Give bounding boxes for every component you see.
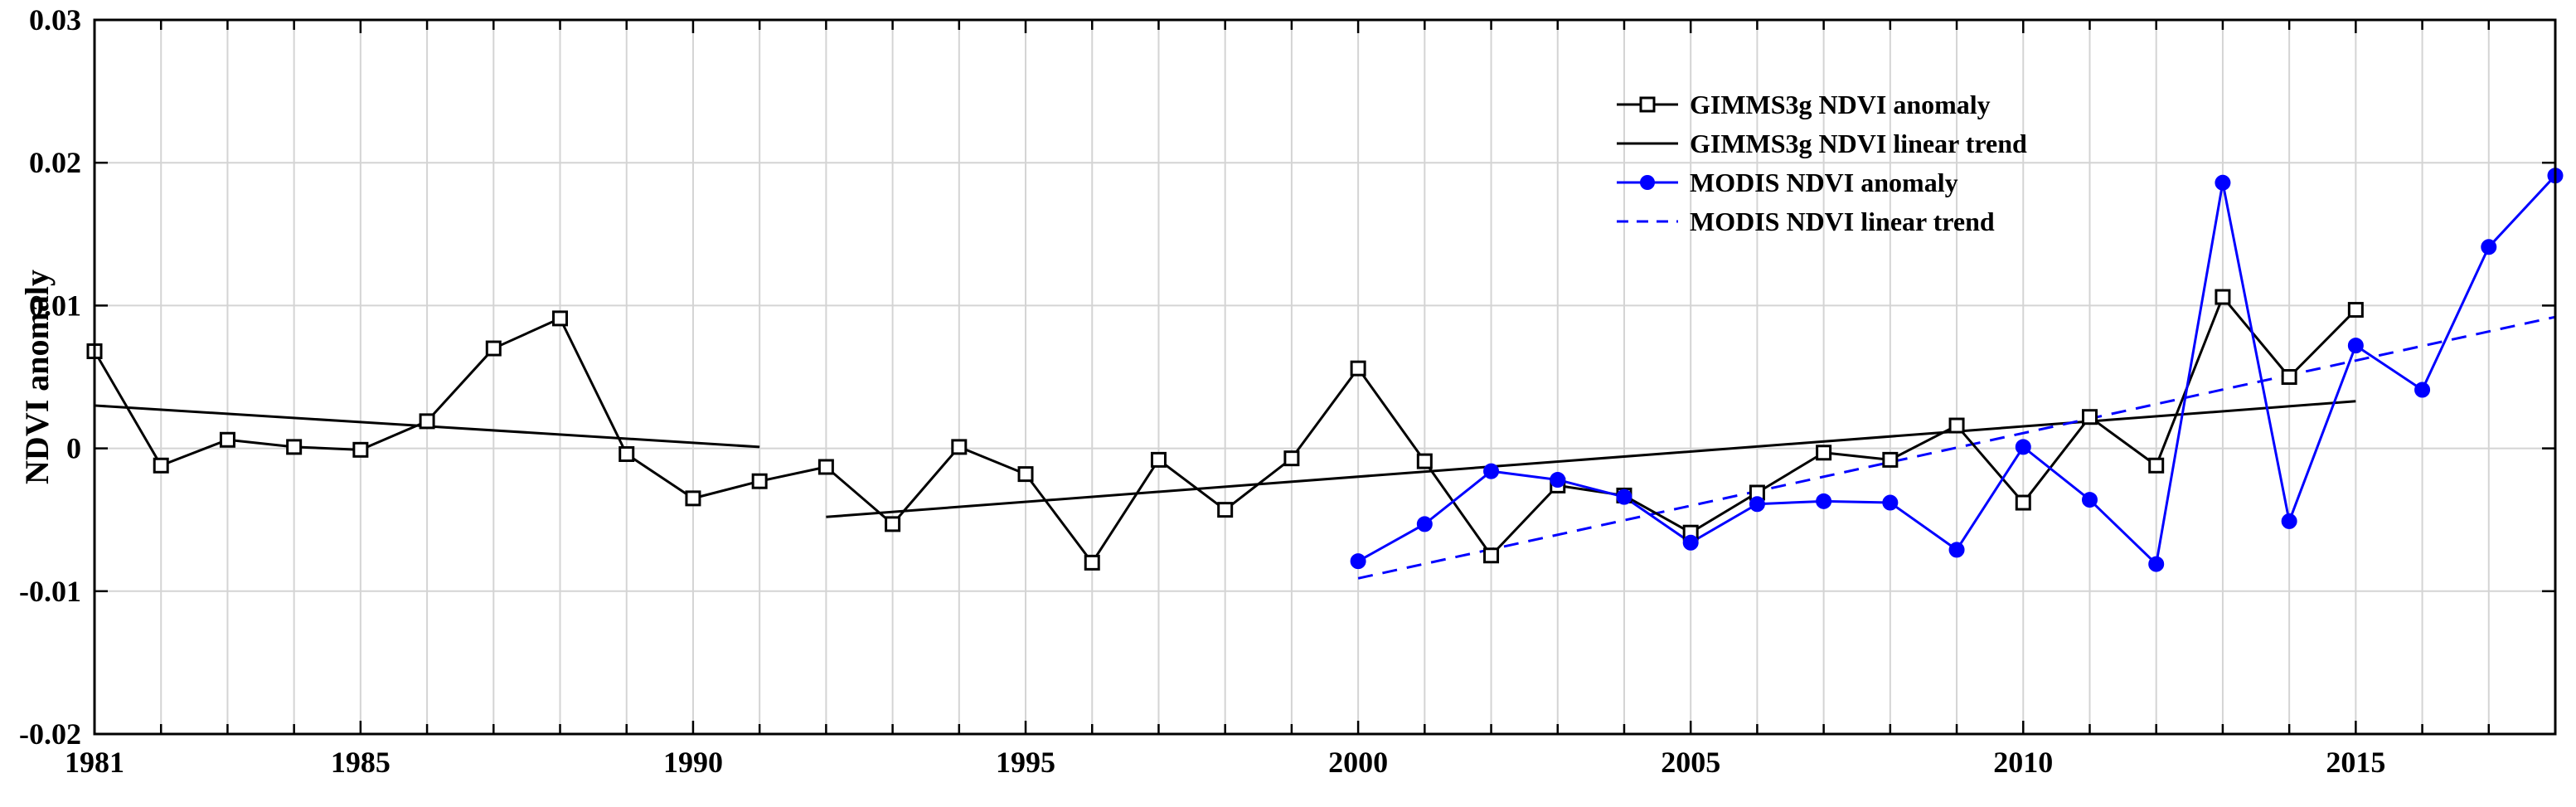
data-point	[1816, 445, 1832, 461]
data-point	[1616, 489, 1632, 505]
x-tick-label: 1995	[996, 746, 1055, 779]
data-point	[219, 431, 235, 448]
tick-labels: 1981 1985 1990 1995 2000 2005 2010 2015 -0.02 -0.…	[19, 3, 2385, 779]
data-point	[2081, 409, 2098, 425]
data-point	[1882, 451, 1899, 468]
data-point	[1550, 471, 1566, 488]
y-tick-label: 0.03	[29, 3, 81, 36]
data-point	[685, 490, 701, 507]
data-point	[286, 439, 303, 455]
grid-lines	[94, 19, 2556, 735]
data-point	[352, 441, 369, 458]
data-point	[2215, 174, 2231, 191]
data-point	[1416, 516, 1433, 532]
x-tick-label: 1985	[331, 746, 391, 779]
data-point	[1150, 451, 1167, 468]
data-point	[419, 413, 435, 430]
y-tick-label: -0.02	[19, 717, 81, 751]
legend-label: GIMMS3g NDVI anomaly	[1690, 90, 1991, 119]
legend-label: MODIS NDVI linear trend	[1690, 207, 1995, 236]
data-point	[1217, 502, 1234, 518]
series-lines	[93, 174, 2557, 566]
plot-frame	[93, 18, 2557, 736]
data-point	[951, 439, 968, 455]
data-point	[1084, 554, 1100, 571]
data-point	[2148, 556, 2165, 572]
data-markers	[86, 168, 2564, 572]
x-tick-label: 1981	[65, 746, 124, 779]
data-point	[1816, 493, 1832, 509]
trend-line	[1357, 315, 2556, 580]
y-axis-title: NDVI anomaly	[18, 270, 56, 484]
data-point	[2414, 382, 2431, 398]
data-point	[1948, 542, 1965, 558]
data-point	[153, 457, 169, 474]
y-tick-label: 0	[66, 432, 81, 465]
data-point	[2281, 369, 2297, 385]
data-point	[2481, 239, 2497, 255]
x-tick-label: 2000	[1328, 746, 1388, 779]
legend-marker	[1639, 96, 1656, 113]
data-point	[2215, 289, 2231, 305]
data-point	[1017, 466, 1034, 483]
data-point	[2347, 338, 2364, 354]
data-point	[2281, 513, 2297, 529]
y-tick-label: 0.01	[29, 289, 81, 322]
data-point	[2148, 457, 2165, 474]
x-tick-label: 2010	[1993, 746, 2053, 779]
data-point	[1416, 453, 1433, 469]
data-point	[1350, 360, 1366, 377]
data-point	[2347, 302, 2364, 318]
data-point	[619, 445, 635, 462]
data-point	[817, 459, 834, 475]
data-point	[1283, 450, 1300, 467]
data-point	[1350, 553, 1366, 570]
legend: GIMMS3g NDVI anomaly GIMMS3g NDVI linear …	[1617, 90, 2027, 236]
data-point	[1483, 547, 1500, 564]
data-point	[2015, 439, 2031, 455]
axis-ticks	[93, 18, 2557, 736]
data-point	[485, 340, 502, 357]
x-tick-label: 2015	[2326, 746, 2385, 779]
data-point	[552, 310, 569, 327]
legend-marker	[1640, 175, 1655, 190]
data-point	[885, 516, 901, 532]
data-point	[2015, 494, 2031, 511]
data-point	[2081, 492, 2098, 508]
data-point	[751, 473, 768, 489]
data-point	[1882, 494, 1899, 511]
data-point	[1682, 534, 1699, 551]
x-tick-label: 2005	[1661, 746, 1720, 779]
legend-label: MODIS NDVI anomaly	[1690, 168, 1958, 197]
legend-label: GIMMS3g NDVI linear trend	[1690, 129, 2027, 158]
data-point	[1948, 417, 1965, 434]
data-point	[1749, 496, 1765, 513]
data-point	[1483, 463, 1500, 479]
x-tick-label: 1990	[663, 746, 723, 779]
trend-line	[826, 400, 2356, 518]
y-tick-label: 0.02	[29, 146, 81, 179]
y-tick-label: -0.01	[19, 575, 81, 608]
